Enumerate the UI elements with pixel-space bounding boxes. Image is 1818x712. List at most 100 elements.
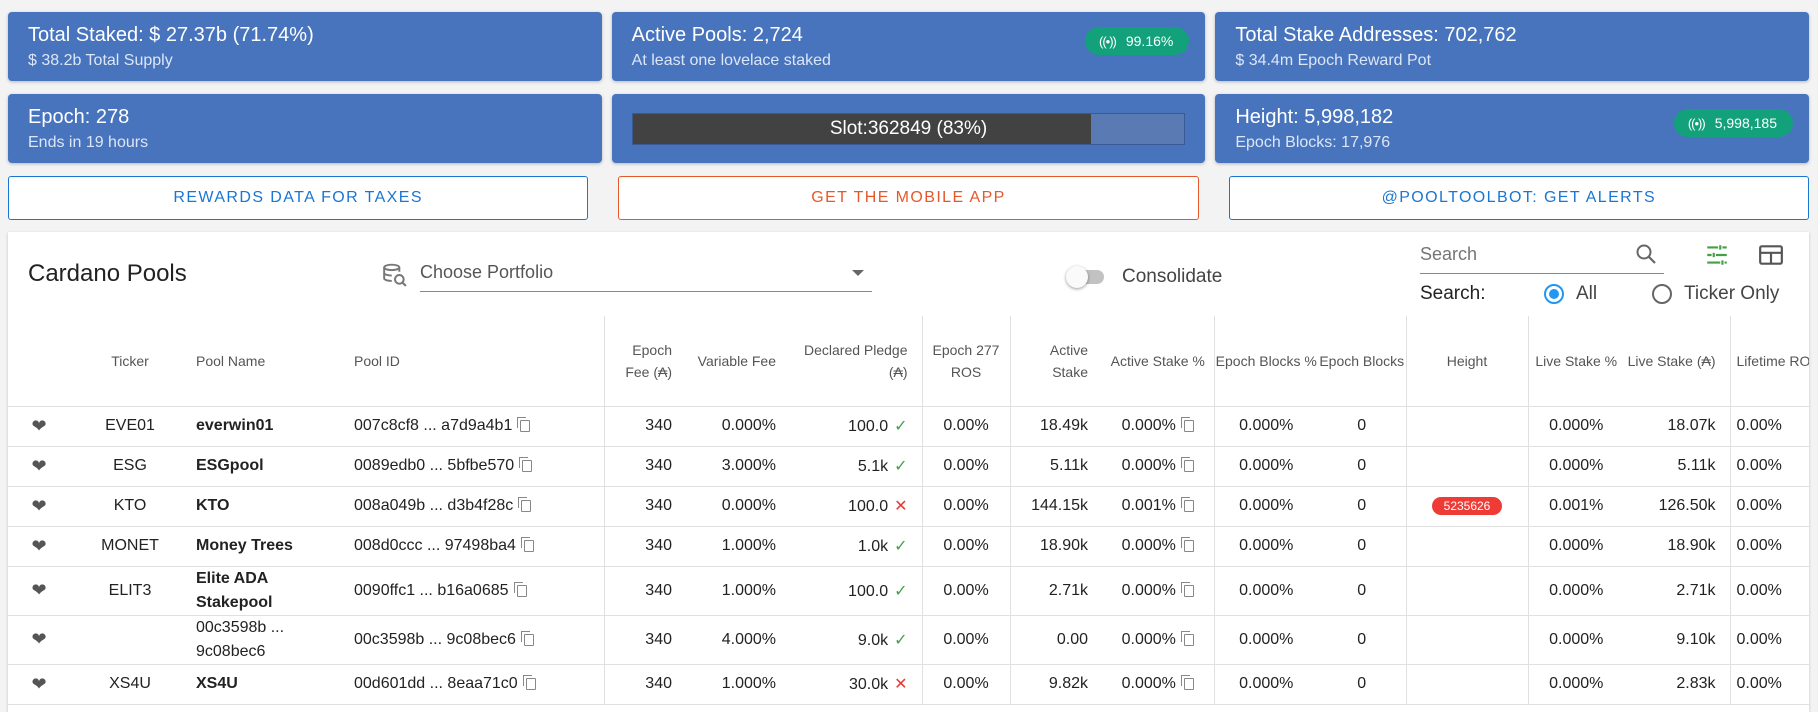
pool-name-cell[interactable]: XS4U <box>190 664 348 705</box>
tip-height-badge: ((•)) 5,998,185 <box>1673 109 1794 137</box>
broadcast-icon: ((•)) <box>1687 115 1706 131</box>
active-stake-pct-value: 0.000% <box>1121 581 1176 599</box>
epoch-ends-text: Ends in 19 hours <box>28 134 149 151</box>
table-row[interactable]: ❤ ELIT3 Elite ADA Stakepool 0090ffc1 ... b1… <box>8 566 1809 616</box>
col-height[interactable]: Height <box>1405 316 1528 407</box>
heart-icon[interactable]: ❤ <box>31 495 47 516</box>
heart-icon[interactable]: ❤ <box>31 580 47 600</box>
pools-table: Ticker Pool Name Pool ID Epoch Fee (₳) V… <box>8 316 1809 705</box>
pool-name-cell[interactable]: everwin01 <box>190 406 348 447</box>
epoch-ros-cell: 0.00% <box>921 446 1010 487</box>
col-epoch-fee[interactable]: Epoch Fee (₳) <box>603 316 686 407</box>
heart-icon[interactable]: ❤ <box>31 535 47 556</box>
copy-icon[interactable] <box>520 630 534 646</box>
active-pools-title: Active Pools: 2,724 <box>631 24 803 46</box>
col-epoch-blocks-pct[interactable]: Epoch Blocks % <box>1213 316 1318 407</box>
reward-pot-text: $ 34.4m Epoch Reward Pot <box>1235 52 1432 69</box>
lifetime-ros-cell: 0.00% <box>1729 615 1809 665</box>
heart-icon[interactable]: ❤ <box>31 415 47 436</box>
col-lifetime-ros[interactable]: Lifetime ROS <box>1729 316 1809 407</box>
epoch-ros-cell: 0.00% <box>921 406 1010 447</box>
col-variable-fee[interactable]: Variable Fee <box>686 316 790 407</box>
table-columns-icon[interactable] <box>1758 242 1784 268</box>
epoch-blocks-cell: 0 <box>1318 486 1406 527</box>
epoch-title: Epoch: 278 <box>28 106 130 128</box>
portfolio-search-icon <box>383 263 407 287</box>
pool-name-cell[interactable]: Elite ADA Stakepool <box>190 566 348 616</box>
heart-icon[interactable]: ❤ <box>31 673 47 694</box>
pool-name-cell[interactable]: Money Trees <box>190 526 348 567</box>
col-live-stake[interactable]: Live Stake (₳) <box>1624 316 1730 407</box>
table-row[interactable]: ❤ MONET Money Trees 008d0ccc ... 97498ba4 34… <box>8 526 1809 567</box>
heart-icon[interactable]: ❤ <box>31 629 47 649</box>
copy-icon[interactable] <box>1180 417 1194 432</box>
epoch-blocks-text: Epoch Blocks: 17,976 <box>1235 134 1391 151</box>
col-epoch-ros[interactable]: Epoch 277 ROS <box>921 316 1010 407</box>
live-stake-cell: 9.10k <box>1624 615 1730 665</box>
copy-icon[interactable] <box>1180 497 1194 512</box>
active-pools-card: Active Pools: 2,724 At least one lovelac… <box>611 12 1206 81</box>
col-pool-name[interactable]: Pool Name <box>190 316 348 407</box>
col-declared-pledge[interactable]: Declared Pledge (₳) <box>790 316 922 407</box>
table-row[interactable]: ❤ EVE01 everwin01 007c8cf8 ... a7d9a4b1 340 0… <box>8 406 1809 447</box>
copy-icon[interactable] <box>522 675 536 690</box>
search-input[interactable] <box>1420 244 1620 265</box>
live-stake-pct-cell: 0.000% <box>1527 664 1624 705</box>
live-stake-pct-cell: 0.000% <box>1527 526 1624 567</box>
pool-name-cell[interactable]: KTO <box>190 486 348 527</box>
pool-name-cell[interactable]: ESGpool <box>190 446 348 487</box>
pools-panel: Cardano Pools Choose Portfolio Consolida… <box>8 232 1809 712</box>
portfolio-select[interactable]: Choose Portfolio <box>420 256 872 292</box>
col-pool-id[interactable]: Pool ID <box>348 316 604 407</box>
consolidate-toggle[interactable] <box>1066 264 1106 288</box>
copy-icon[interactable] <box>1180 457 1194 472</box>
mobile-app-button[interactable]: GET THE MOBILE APP <box>618 176 1199 220</box>
radio-all-label: All <box>1576 283 1598 304</box>
col-epoch-blocks[interactable]: Epoch Blocks <box>1318 316 1406 407</box>
pledge-value: 5.1k <box>857 458 889 475</box>
copy-icon[interactable] <box>520 537 534 552</box>
col-active-stake-pct[interactable]: Active Stake % <box>1102 316 1214 407</box>
table-row[interactable]: ❤ XS4U XS4U 00d601dd ... 8eaa71c0 340 1.000% 3… <box>8 664 1809 705</box>
table-row[interactable]: ❤ KTO KTO 008a049b ... d3b4f28c 340 0.000% 100… <box>8 486 1809 527</box>
radio-ticker-only[interactable]: Ticker Only <box>1652 283 1779 305</box>
radio-ticker-circle[interactable] <box>1652 284 1672 304</box>
copy-icon[interactable] <box>519 457 533 472</box>
col-live-stake-pct[interactable]: Live Stake % <box>1527 316 1624 407</box>
radio-all-circle[interactable] <box>1544 284 1564 304</box>
epoch-blocks-pct-cell: 0.000% <box>1213 615 1318 665</box>
epoch-fee-cell: 340 <box>603 446 686 487</box>
filter-settings-icon[interactable] <box>1704 242 1730 268</box>
col-active-stake[interactable]: Active Stake <box>1009 316 1102 407</box>
copy-icon[interactable] <box>1180 537 1194 552</box>
ticker-cell: KTO <box>70 486 190 527</box>
search-icon[interactable] <box>1634 242 1658 266</box>
epoch-fee-cell: 340 <box>603 406 686 447</box>
pledge-value: 100.0 <box>848 498 889 515</box>
total-staked-title: Total Staked: $ 27.37b (71.74%) <box>28 24 314 46</box>
height-cell <box>1405 526 1528 567</box>
copy-icon[interactable] <box>513 581 527 597</box>
rewards-taxes-button[interactable]: REWARDS DATA FOR TAXES <box>8 176 589 220</box>
get-alerts-button[interactable]: @POOLTOOLBOT: GET ALERTS <box>1228 176 1809 220</box>
pool-name-cell[interactable]: 00c3598b ... 9c08bec6 <box>190 615 348 665</box>
check-icon: ✓ <box>894 631 908 649</box>
heart-icon[interactable]: ❤ <box>31 455 47 476</box>
radio-all[interactable]: All <box>1544 283 1597 305</box>
copy-icon[interactable] <box>518 497 532 512</box>
col-ticker[interactable]: Ticker <box>70 316 190 407</box>
stake-addresses-card: Total Stake Addresses: 702,762 $ 34.4m E… <box>1215 12 1810 81</box>
epoch-fee-cell: 340 <box>603 664 686 705</box>
search-field[interactable] <box>1420 238 1664 274</box>
copy-icon[interactable] <box>517 417 531 432</box>
copy-icon[interactable] <box>1180 630 1194 646</box>
copy-icon[interactable] <box>1180 675 1194 690</box>
table-row[interactable]: ❤ ESG ESGpool 0089edb0 ... 5bfbe570 340 3.000… <box>8 446 1809 487</box>
variable-fee-cell: 1.000% <box>686 526 790 567</box>
variable-fee-cell: 3.000% <box>686 446 790 487</box>
live-stake-cell: 2.71k <box>1624 566 1730 616</box>
table-row[interactable]: ❤ 00c3598b ... 9c08bec6 00c3598b ... 9c08b… <box>8 615 1809 665</box>
lifetime-ros-cell: 0.00% <box>1729 526 1809 567</box>
live-stake-pct-cell: 0.000% <box>1527 566 1624 616</box>
copy-icon[interactable] <box>1180 581 1194 597</box>
